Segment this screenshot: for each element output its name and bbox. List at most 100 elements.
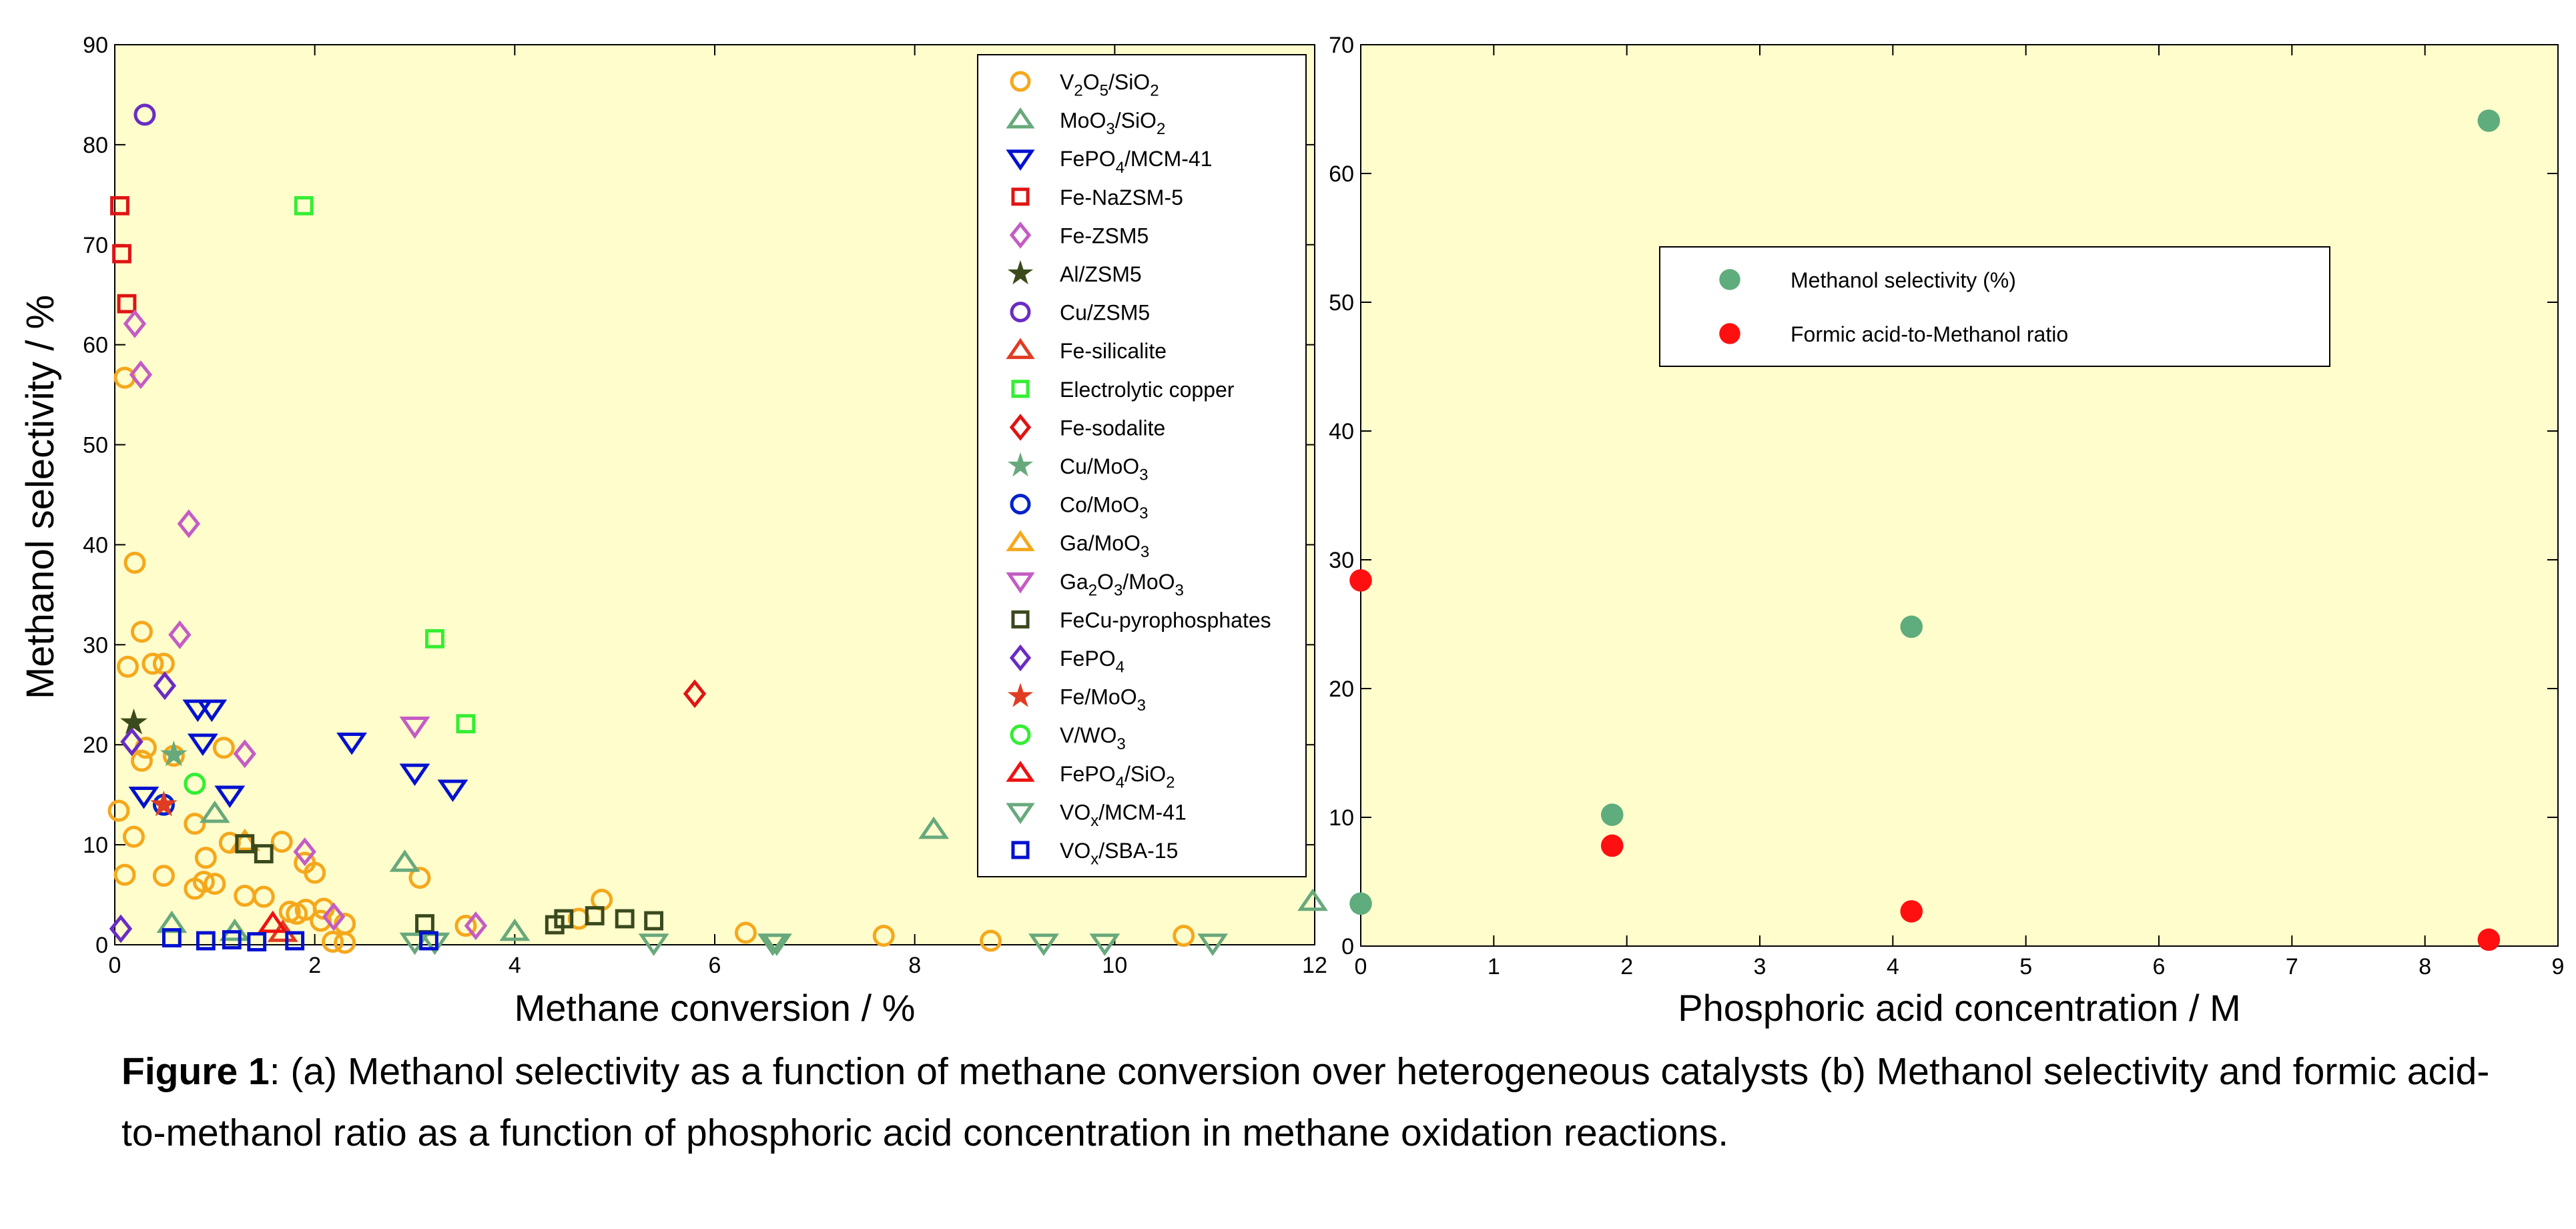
data-point [133, 103, 156, 126]
data-point [1900, 900, 1923, 923]
legend-item: Electrolytic copper [1011, 378, 1235, 402]
legend-label: Al/ZSM5 [1060, 262, 1142, 286]
legend-label: V/WO3 [1060, 723, 1126, 753]
figure-canvas: 0 2 4 6 8 10 120102030405060708090V2O5/SiO2MoO… [19, 33, 2564, 1029]
data-point [204, 873, 226, 895]
x-tick-label: 6 [709, 953, 721, 978]
data-point [1089, 933, 1120, 956]
legend-item: VOx/SBA-15 [1011, 839, 1178, 869]
data-point [218, 831, 241, 854]
y-tick-label: 10 [1329, 805, 1354, 831]
data-point [110, 195, 129, 216]
legend-item: FeCu-pyrophosphates [1011, 608, 1271, 632]
x-tick-label: 9 [2552, 954, 2565, 979]
data-point [117, 294, 137, 314]
legend-marker-icon [1719, 323, 1740, 344]
series-fepo4-mcm-41 [128, 699, 468, 809]
data-point [454, 915, 477, 937]
data-point [310, 909, 332, 932]
y-tick-label: 30 [1329, 548, 1354, 573]
series-formic-acid-to-methanol-ratio [1349, 569, 2501, 951]
legend-marker-icon [1007, 260, 1034, 285]
legend-label: Fe/MoO3 [1060, 685, 1146, 715]
data-point [585, 906, 605, 925]
data-point [456, 714, 476, 734]
legend-item: Cu/ZSM5 [1010, 301, 1150, 325]
legend-marker-icon [1009, 644, 1032, 672]
legend-box [977, 54, 1307, 877]
panel-b-phosphoric-acid: 0 1 2 3 4 5 6 7 8 9 0 10 20 30 40 50 60 70 Methanol select… [1329, 33, 2564, 979]
legend-item: MoO3/SiO2 [1006, 107, 1165, 138]
figure-caption: Figure 1: (a) Methanol selectivity as a … [121, 1041, 2497, 1164]
series-ga2o3-moo3 [399, 717, 430, 739]
data-point [130, 621, 153, 643]
data-point [254, 844, 274, 864]
legend-item: FePO4/MCM-41 [1006, 147, 1213, 177]
x-tick-label: 5 [2019, 954, 2032, 979]
data-point [168, 620, 192, 649]
series-fepo4 [109, 671, 177, 943]
data-point [1600, 803, 1624, 826]
legend-marker-icon [1009, 222, 1032, 249]
legend-label: Ga/MoO3 [1060, 531, 1149, 561]
data-point [615, 909, 635, 929]
data-point [129, 360, 153, 390]
y-tick-label: 70 [1329, 33, 1354, 58]
data-point [408, 867, 431, 889]
legend-marker-icon [1006, 530, 1035, 552]
data-point [2477, 928, 2501, 951]
legend-label: V2O5/SiO2 [1060, 70, 1159, 100]
x-tick-label: 2 [1620, 954, 1633, 979]
y-tick-label: 0 [1341, 934, 1354, 959]
x-tick-label: 3 [1754, 954, 1766, 979]
legend-marker-icon [1009, 414, 1032, 441]
y-tick-label: 20 [83, 733, 108, 758]
legend-item: Fe/MoO3 [1007, 683, 1146, 715]
data-point [233, 739, 256, 769]
legend-label: Electrolytic copper [1060, 378, 1235, 402]
data-point [734, 921, 757, 944]
data-point [334, 931, 356, 954]
data-point [229, 828, 260, 851]
data-point [257, 910, 288, 933]
y-tick-label: 80 [83, 133, 108, 158]
data-point [294, 195, 314, 216]
legend: Methanol selectivity (%) Formic acid-to-M… [1659, 246, 2330, 367]
y-tick-label: 60 [83, 333, 108, 358]
data-point [304, 861, 326, 884]
legend-label: Formic acid-to-Methanol ratio [1791, 322, 2068, 346]
series-v-wo3 [184, 773, 206, 795]
legend-item: VOx/MCM-41 [1006, 800, 1187, 830]
data-point [123, 551, 146, 574]
data-point [107, 799, 130, 822]
legend-marker-icon [1006, 761, 1035, 782]
series-electrolytic-copper [294, 195, 476, 734]
y-tick-label: 40 [1329, 419, 1354, 444]
legend-label: Cu/ZSM5 [1060, 301, 1150, 325]
data-point [212, 737, 235, 759]
data-point [644, 911, 664, 931]
data-point [128, 786, 159, 809]
legend-label: FeCu-pyrophosphates [1060, 608, 1271, 632]
legend-item: Formic acid-to-Methanol ratio [1719, 322, 2068, 346]
legend-marker-icon [1007, 683, 1034, 707]
data-point [270, 831, 293, 853]
legend-label: VOx/MCM-41 [1060, 800, 1187, 830]
legend-marker-icon [1006, 338, 1035, 360]
legend-item: Fe-ZSM5 [1009, 222, 1149, 249]
panel-b-xlabel: Phosphoric acid concentration / M [1678, 987, 2241, 1029]
data-point [152, 865, 175, 887]
data-point [123, 309, 147, 338]
data-point [160, 740, 188, 767]
data-point [2477, 109, 2501, 132]
series-ga-moo3 [229, 828, 260, 851]
data-point [1349, 892, 1372, 915]
legend-marker-icon [1011, 841, 1030, 859]
caption-text: : (a) Methanol selectivity as a function… [121, 1050, 2490, 1154]
data-point [112, 244, 131, 264]
data-point [554, 909, 574, 929]
legend-marker-icon [1011, 187, 1030, 206]
x-tick-label: 0 [1355, 954, 1367, 979]
data-point [184, 813, 206, 835]
legend-item: FePO4 [1009, 644, 1124, 677]
